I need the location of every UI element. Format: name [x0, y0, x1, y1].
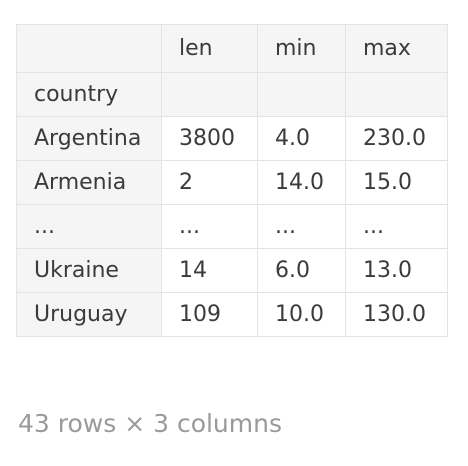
column-header-row: len min max	[16, 24, 448, 73]
table-cell: 15.0	[345, 160, 448, 205]
column-header-len: len	[161, 24, 258, 73]
dataframe-output: len min max country Argentina 3800 4.0 2…	[16, 24, 448, 337]
corner-cell	[16, 24, 162, 73]
table-cell: ...	[257, 204, 346, 249]
column-header-max: max	[345, 24, 448, 73]
row-index-label: Argentina	[16, 116, 162, 161]
dataframe-table: len min max country Argentina 3800 4.0 2…	[16, 24, 448, 337]
table-cell: 10.0	[257, 292, 346, 337]
table-cell: 6.0	[257, 248, 346, 293]
table-cell: 4.0	[257, 116, 346, 161]
row-index-label: ...	[16, 204, 162, 249]
table-row: Ukraine 14 6.0 13.0	[16, 248, 448, 293]
table-cell: 2	[161, 160, 258, 205]
table-cell: ...	[161, 204, 258, 249]
empty-header-cell	[257, 72, 346, 117]
table-row: Uruguay 109 10.0 130.0	[16, 292, 448, 337]
row-index-label: Armenia	[16, 160, 162, 205]
ellipsis-row: ... ... ... ...	[16, 204, 448, 249]
empty-header-cell	[161, 72, 258, 117]
table-cell: 230.0	[345, 116, 448, 161]
table-cell: 130.0	[345, 292, 448, 337]
table-row: Armenia 2 14.0 15.0	[16, 160, 448, 205]
table-row: Argentina 3800 4.0 230.0	[16, 116, 448, 161]
empty-header-cell	[345, 72, 448, 117]
dataframe-shape-info: 43 rows × 3 columns	[18, 409, 283, 438]
table-cell: 3800	[161, 116, 258, 161]
column-header-min: min	[257, 24, 346, 73]
index-name-row: country	[16, 72, 448, 117]
table-cell: 109	[161, 292, 258, 337]
table-cell: 14.0	[257, 160, 346, 205]
index-name-cell: country	[16, 72, 162, 117]
table-cell: ...	[345, 204, 448, 249]
row-index-label: Ukraine	[16, 248, 162, 293]
table-cell: 13.0	[345, 248, 448, 293]
table-cell: 14	[161, 248, 258, 293]
row-index-label: Uruguay	[16, 292, 162, 337]
